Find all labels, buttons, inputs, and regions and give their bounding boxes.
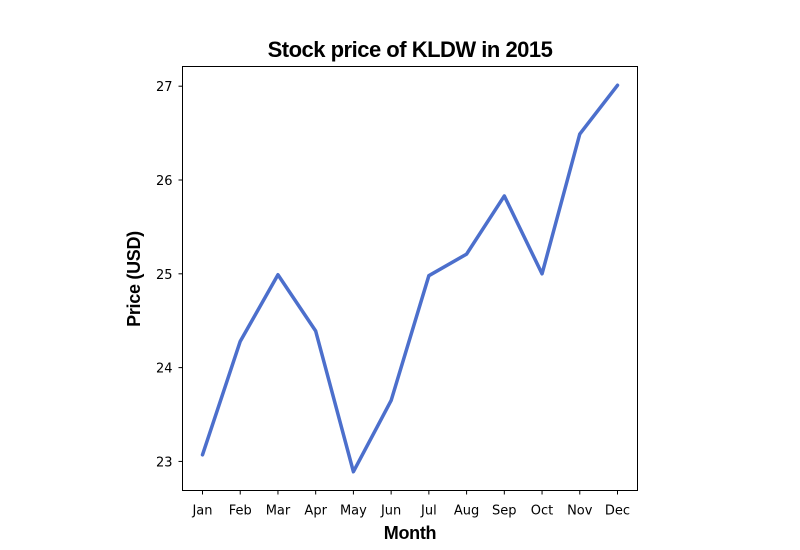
y-tick-label: 27 (156, 80, 173, 95)
y-tick-label: 24 (156, 362, 173, 377)
x-tick-label: Jul (420, 504, 437, 519)
y-tick-label: 23 (156, 455, 173, 470)
y-axis-label: Price (USD) (124, 231, 144, 327)
x-tick-label: May (340, 504, 367, 519)
plot-area-frame (182, 66, 638, 491)
x-axis-label: Month (384, 523, 436, 543)
x-tick-label: Aug (454, 504, 479, 519)
x-tick-label: Jan (191, 504, 212, 519)
y-axis: 23 24 25 26 27 (156, 80, 183, 470)
x-tick-label: Sep (492, 504, 517, 519)
chart-title: Stock price of KLDW in 2015 (268, 37, 553, 62)
x-tick-label: Apr (304, 504, 327, 519)
y-tick-label: 25 (156, 268, 173, 283)
x-tick-label: Nov (567, 504, 593, 519)
series-line (200, 83, 620, 474)
x-tick-label: Mar (266, 504, 291, 519)
x-axis: Jan Feb Mar Apr May Jun Jul Aug Sep Oct Nov Dec (191, 490, 630, 519)
y-tick-label: 26 (156, 174, 173, 189)
x-tick-label: Jun (380, 504, 401, 519)
x-tick-label: Oct (531, 504, 553, 519)
x-tick-label: Dec (605, 504, 630, 519)
x-tick-label: Feb (229, 504, 252, 519)
